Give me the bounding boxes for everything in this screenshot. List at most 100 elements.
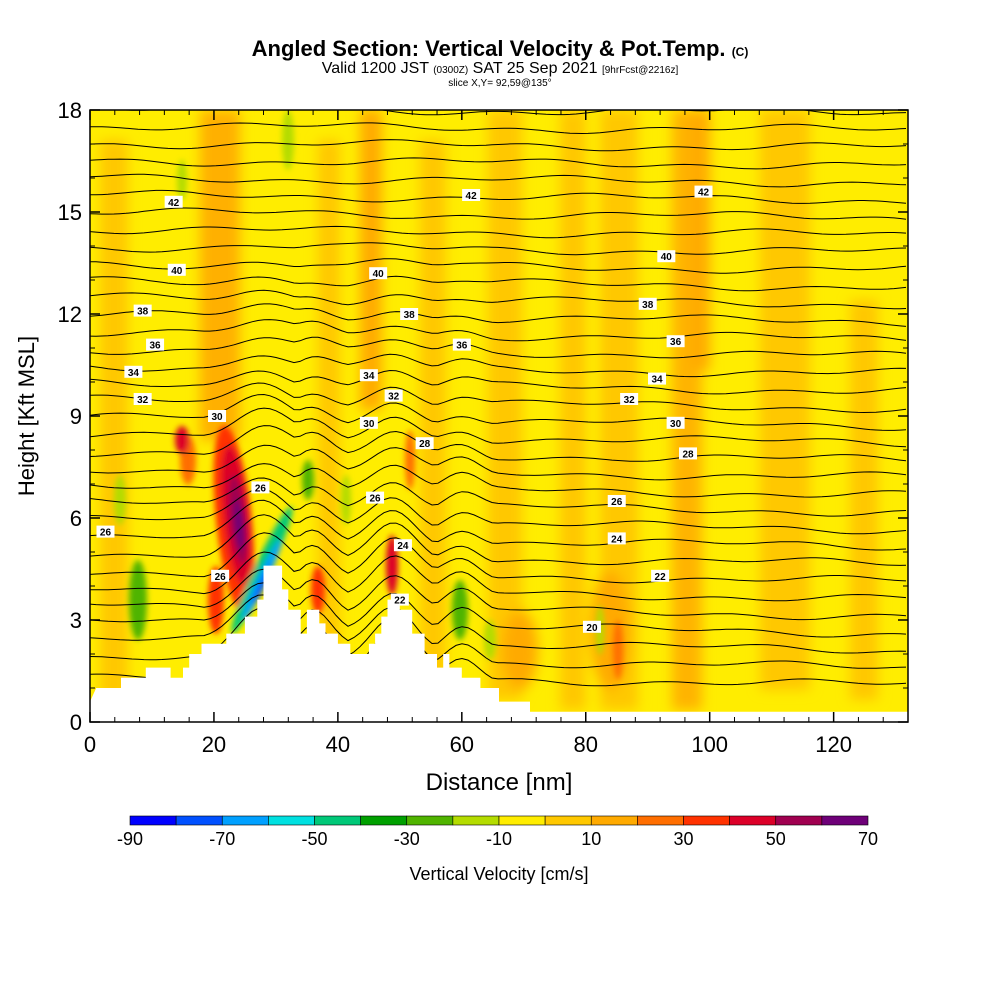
contour-label: 26 [611, 497, 623, 508]
updraft-band [760, 110, 810, 690]
contour-label-bg [124, 365, 143, 378]
isentrope-line [90, 514, 907, 566]
contour-label-bg [694, 185, 713, 198]
downdraft-cell [484, 620, 496, 660]
contour-label-bg [452, 338, 471, 351]
terrain-mask [90, 565, 908, 722]
updraft-cell [613, 620, 623, 680]
contour-label: 34 [651, 375, 663, 386]
velocity-field-broad [100, 110, 878, 710]
colorbar-tick-label: 50 [766, 829, 786, 849]
isentrope-line [90, 407, 907, 448]
colorbar-label: Vertical Velocity [cm/s] [409, 864, 588, 884]
contour-label: 32 [137, 395, 149, 406]
isentrope-line [90, 319, 907, 342]
downdraft-cell [129, 560, 147, 640]
contour-label-bg [251, 481, 270, 494]
colorbar-tick-label: -90 [117, 829, 143, 849]
updraft-cell [502, 610, 538, 690]
contour-label-bg [164, 195, 183, 208]
contour-label: 26 [255, 483, 267, 494]
downdraft-cell [452, 580, 468, 640]
colorbar-swatch [544, 815, 592, 826]
contour-label-bg [369, 267, 388, 280]
y-tick-label: 15 [58, 200, 82, 225]
colorbar-swatch [221, 815, 269, 826]
contour-label: 24 [397, 541, 409, 552]
updraft-cell [405, 430, 415, 490]
x-tick-label: 0 [84, 732, 96, 757]
contour-label: 38 [137, 307, 149, 318]
contour-label: 24 [611, 534, 623, 545]
contour-label: 42 [466, 191, 478, 202]
contour-label-bg [167, 263, 186, 276]
isentrope-line [90, 173, 907, 188]
contour-label: 38 [404, 310, 416, 321]
isentrope-line [90, 488, 907, 535]
isentrope-line [90, 336, 907, 359]
contour-label: 30 [670, 419, 682, 430]
colorbar-tick-label: 70 [858, 829, 878, 849]
colorbar-swatch [683, 815, 730, 826]
colorbar-tick-label: -70 [209, 829, 235, 849]
isentrope-line [90, 382, 907, 414]
contour-label-bg [96, 525, 115, 538]
isentrope-line [90, 499, 907, 551]
y-tick-label: 9 [70, 404, 82, 429]
isentrope-line [90, 607, 907, 669]
contour-label: 26 [100, 528, 112, 539]
updraft-band [100, 140, 128, 700]
isentrope-line [90, 139, 907, 152]
contour-label: 40 [373, 269, 385, 280]
colorbar-swatch [775, 815, 823, 826]
isentrope-line [116, 110, 907, 116]
isentrope-line [90, 258, 907, 274]
updraft-band [560, 110, 586, 710]
colorbar-tick-label: -50 [301, 829, 327, 849]
colorbar-tick-label: 30 [673, 829, 693, 849]
contour-label: 26 [369, 494, 381, 505]
x-tick-label: 80 [574, 732, 598, 757]
y-tick-label: 6 [70, 506, 82, 531]
colorbar-tick-label: 10 [581, 829, 601, 849]
contour-label: 28 [682, 449, 694, 460]
contour-label-bg [146, 338, 165, 351]
x-minor-ticks [114, 110, 884, 722]
contour-label-bg [657, 250, 676, 263]
isentrope-line [90, 157, 907, 170]
contour-label-bg [607, 532, 626, 545]
isentrope-line [90, 289, 907, 310]
x-tick-label: 40 [326, 732, 350, 757]
colorbar-swatch [498, 815, 546, 826]
y-tick-label: 12 [58, 302, 82, 327]
contour-label: 26 [215, 572, 227, 583]
y-axis-label: Height [Kft MSL] [14, 336, 39, 496]
contour-label-bg [679, 447, 698, 460]
contour-label-bg [393, 539, 412, 552]
isentrope-line [90, 582, 907, 638]
isentrope-line [90, 207, 907, 220]
updraft-cell [175, 426, 189, 454]
y-tick-label: 0 [70, 710, 82, 735]
contour-label: 40 [661, 252, 673, 263]
updraft-band [488, 110, 522, 700]
contour-label-bg [384, 389, 403, 402]
updraft-core-max [234, 499, 244, 551]
downdraft-cell [282, 110, 294, 170]
contour-label: 32 [388, 392, 400, 403]
contour-label: 36 [150, 341, 162, 352]
contour-label-bg [366, 491, 385, 504]
contour-label-bg [400, 308, 419, 320]
contour-label-bg [638, 297, 657, 310]
x-axis-label: Distance [nm] [426, 769, 573, 796]
contour-label: 32 [624, 395, 636, 406]
contour-label-bg [582, 620, 601, 633]
isentrope-line [90, 275, 907, 292]
isentrope-line [90, 122, 907, 135]
downdraft-cell [302, 460, 314, 500]
isentrope-line [90, 393, 907, 431]
contour-label-bg [390, 593, 409, 606]
contour-label-bg [462, 189, 481, 201]
contour-label: 34 [128, 368, 140, 379]
